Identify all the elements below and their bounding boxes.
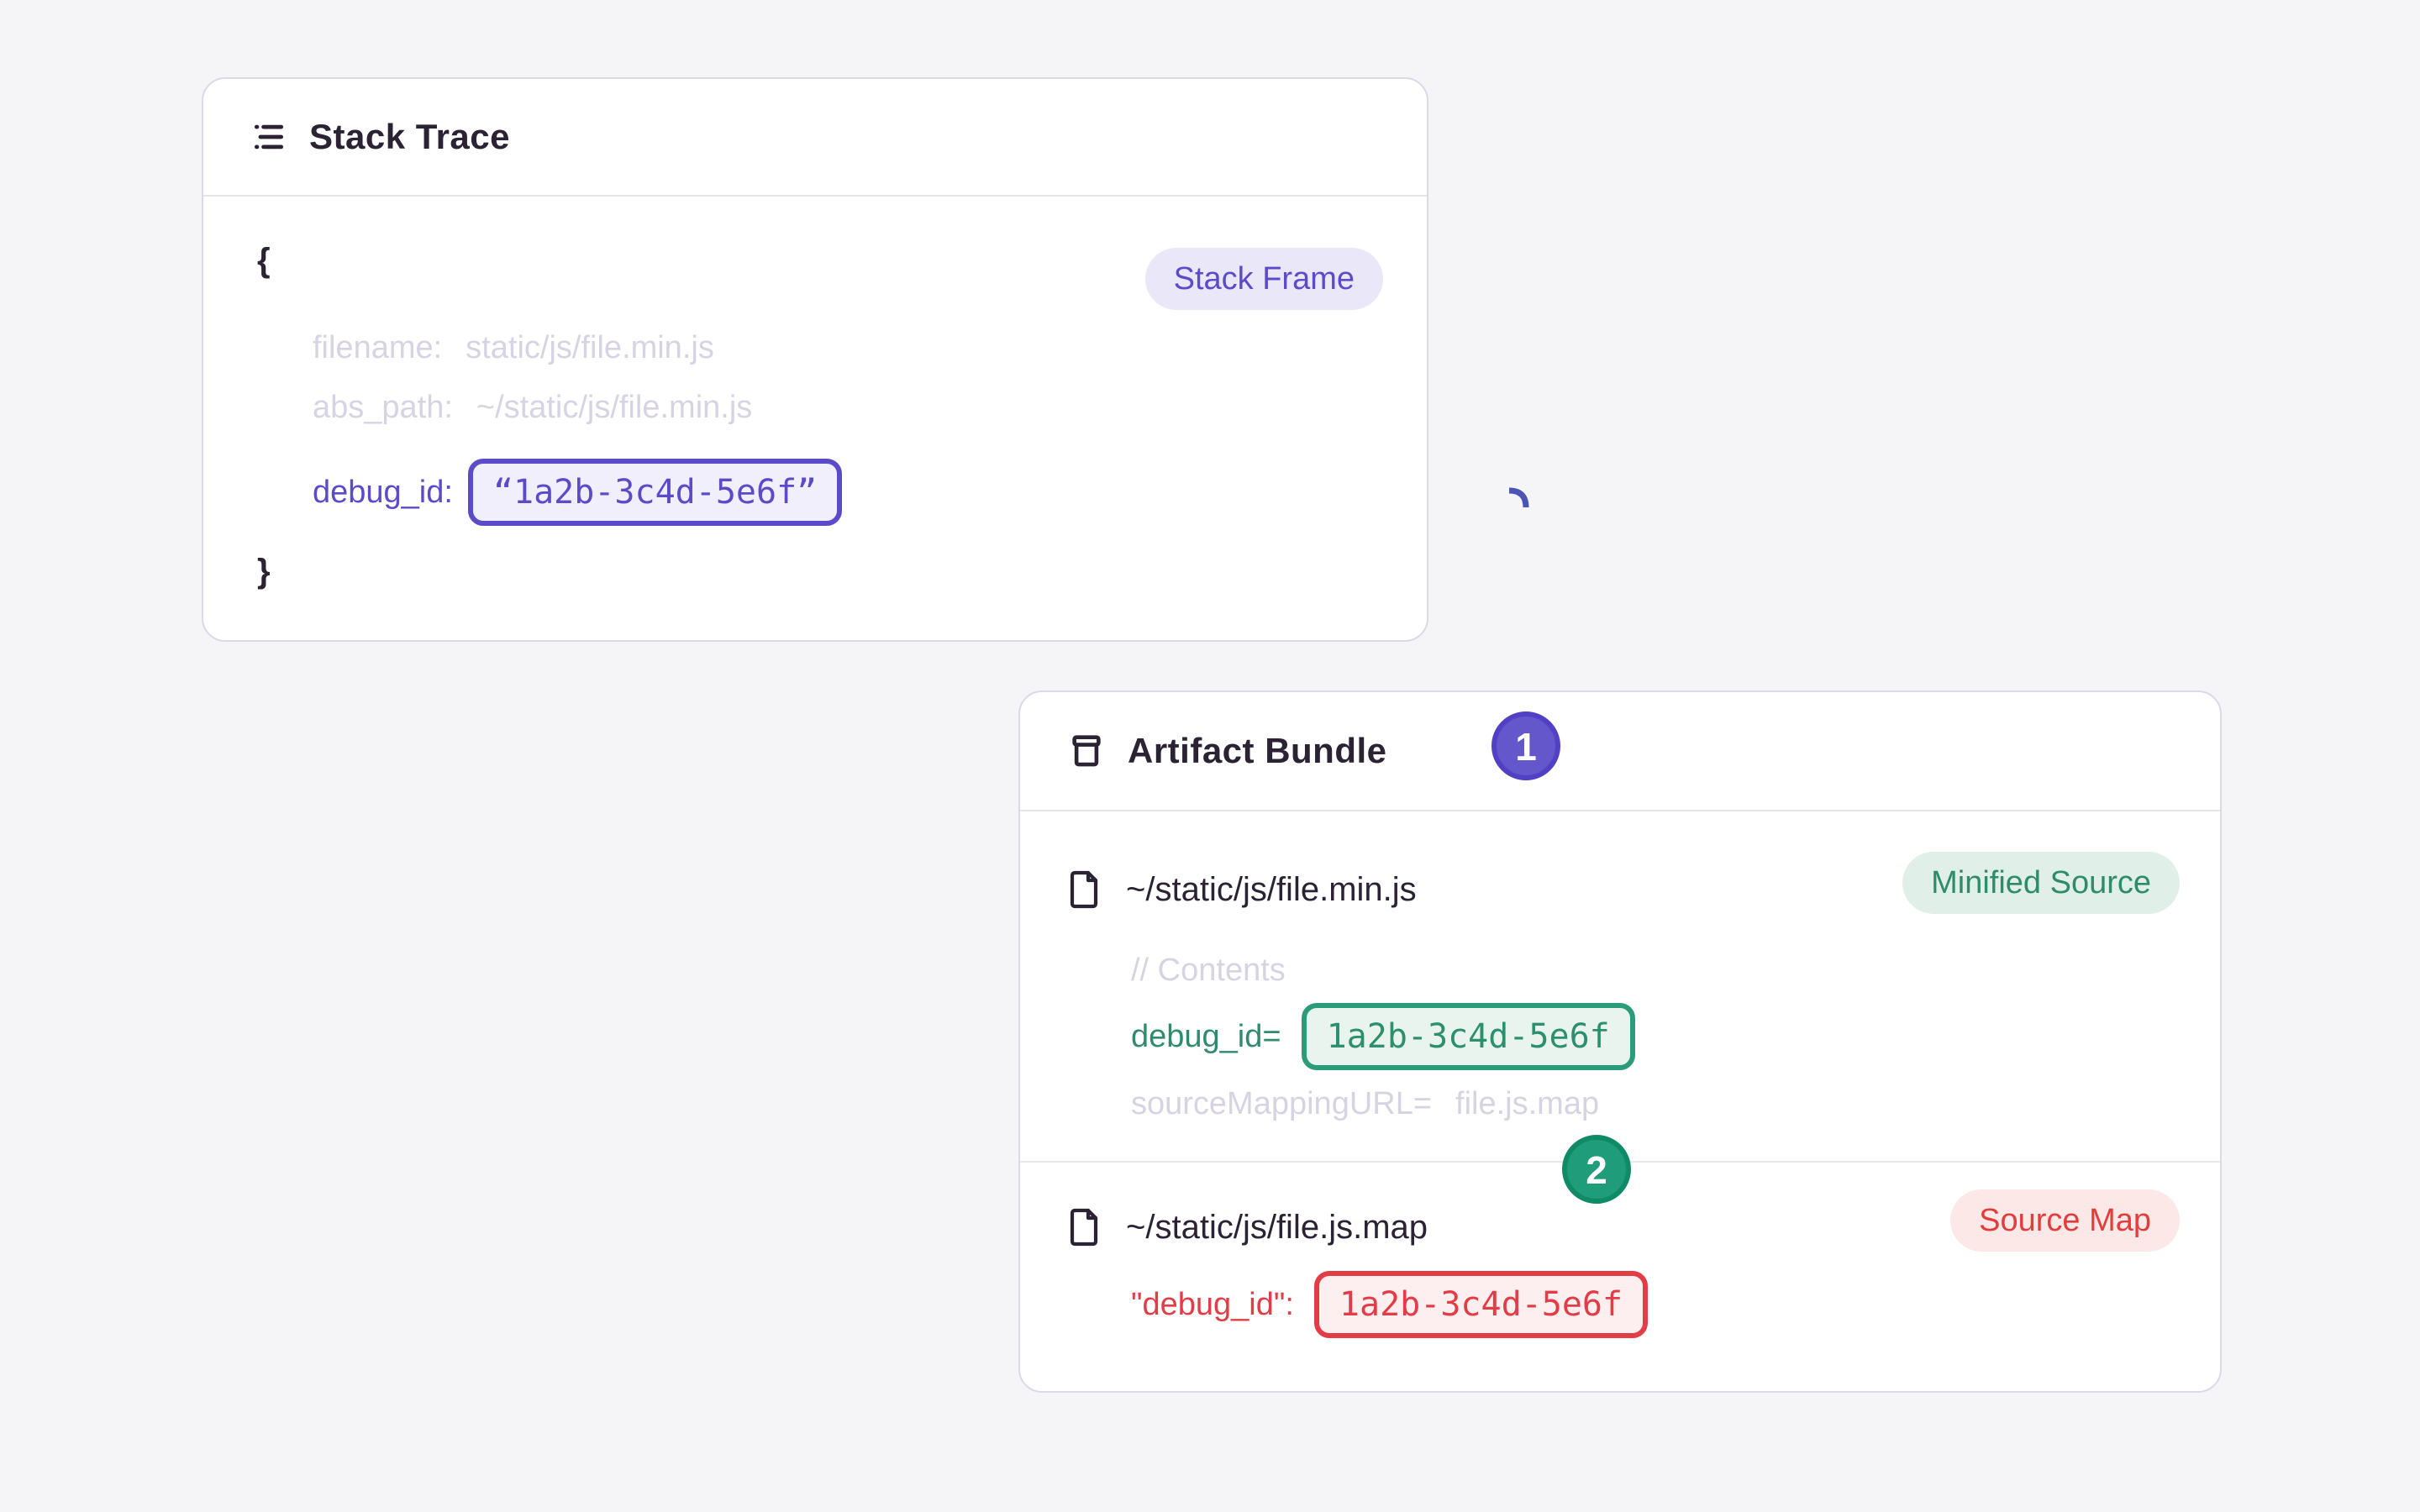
- minified-file-row: ~/static/js/file.min.js: [1067, 852, 1417, 927]
- sourcemapping-value: file.js.map: [1455, 1086, 1600, 1121]
- frame-debug-id-line: debug_id: “1a2b-3c4d-5e6f”: [313, 459, 843, 526]
- stack-trace-header: Stack Trace: [203, 79, 1427, 197]
- connector-1-corner: [1508, 487, 1529, 508]
- stack-list-icon: [250, 118, 287, 155]
- file-icon: [1067, 869, 1101, 910]
- minified-file-path: ~/static/js/file.min.js: [1126, 870, 1417, 908]
- contents-comment: // Contents: [1131, 953, 1286, 988]
- artifact-bundle-header: Artifact Bundle: [1020, 692, 2220, 811]
- sourcemap-debug-id-line: "debug_id": 1a2b-3c4d-5e6f: [1131, 1271, 1649, 1338]
- sourcemap-file-path: ~/static/js/file.js.map: [1126, 1208, 1428, 1246]
- frame-debug-id-label: debug_id:: [313, 475, 453, 510]
- artifact-bundle-card: Artifact Bundle ~/static/js/file.min.js …: [1018, 690, 2222, 1393]
- frame-abspath-line: abs_path: ~/static/js/file.min.js: [313, 387, 752, 428]
- minified-source-badge: Minified Source: [1902, 852, 2180, 914]
- open-brace: {: [257, 242, 271, 279]
- stack-trace-card: Stack Trace { filename: static/js/file.mi…: [202, 77, 1428, 642]
- file-icon: [1067, 1207, 1101, 1247]
- close-brace: }: [257, 553, 271, 590]
- frame-filename-line: filename: static/js/file.min.js: [313, 328, 714, 368]
- abspath-value: ~/static/js/file.min.js: [476, 390, 753, 425]
- stack-frame-badge: Stack Frame: [1144, 248, 1383, 310]
- sourcemapping-label: sourceMappingURL=: [1131, 1086, 1433, 1121]
- filename-label: filename:: [313, 330, 443, 365]
- bundle-debug-id-line: debug_id= 1a2b-3c4d-5e6f: [1131, 1003, 1635, 1070]
- abspath-label: abs_path:: [313, 390, 453, 425]
- bundle-debug-id-label: debug_id=: [1131, 1019, 1281, 1054]
- bundle-debug-id-value-box: 1a2b-3c4d-5e6f: [1301, 1003, 1635, 1070]
- sourcemap-debug-id-value-box: 1a2b-3c4d-5e6f: [1313, 1271, 1649, 1338]
- file-section-divider: [1020, 1161, 2220, 1163]
- artifact-bundle-title: Artifact Bundle: [1128, 731, 1387, 770]
- archive-box-icon: [1067, 732, 1106, 770]
- sourcemapping-line: sourceMappingURL= file.js.map: [1131, 1084, 1599, 1124]
- sourcemap-file-row: ~/static/js/file.js.map: [1067, 1189, 1428, 1265]
- filename-value: static/js/file.min.js: [466, 330, 714, 365]
- frame-debug-id-value-box: “1a2b-3c4d-5e6f”: [467, 459, 843, 526]
- source-map-badge: Source Map: [1950, 1189, 2180, 1252]
- sourcemap-debug-id-label: "debug_id":: [1131, 1287, 1294, 1322]
- stack-trace-title: Stack Trace: [309, 117, 511, 156]
